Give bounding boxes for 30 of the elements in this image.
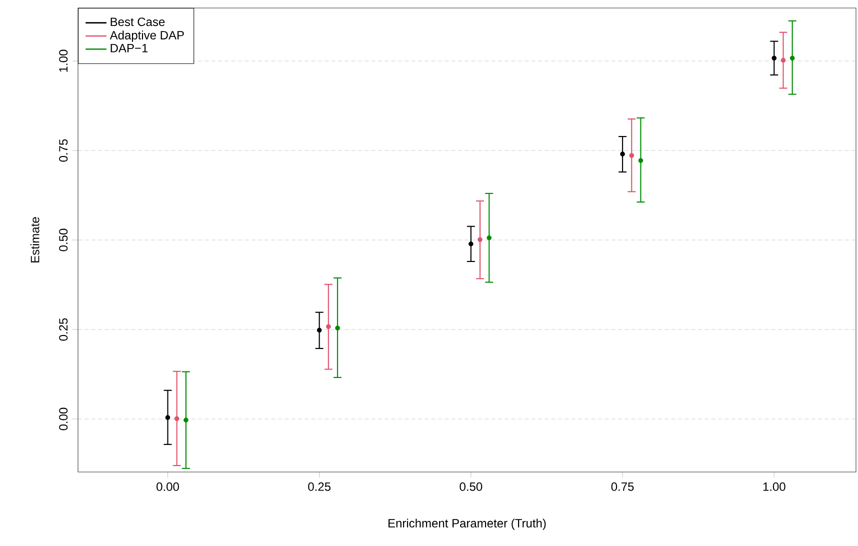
y-tick-label: 0.00	[59, 408, 68, 430]
legend-label: Adaptive DAP	[110, 30, 184, 42]
x-tick-label: 1.00	[763, 482, 786, 491]
point	[165, 415, 170, 420]
y-tick-label: 0.25	[59, 318, 68, 341]
point	[772, 56, 777, 61]
x-tick-label: 0.25	[308, 482, 331, 491]
point	[638, 158, 644, 163]
y-tick-label: 1.00	[59, 50, 68, 72]
y-tick-label: 0.75	[59, 139, 68, 162]
x-axis-title: Enrichment Parameter (Truth)	[388, 518, 546, 530]
x-tick-label: 0.75	[611, 482, 634, 491]
point	[184, 418, 188, 422]
point	[326, 324, 331, 330]
point	[620, 152, 625, 156]
point	[468, 242, 474, 246]
point	[790, 56, 795, 61]
legend-label: DAP−1	[110, 44, 148, 52]
x-tick-label: 0.50	[460, 482, 482, 491]
point	[780, 58, 786, 63]
y-axis-title: Estimate	[30, 217, 40, 262]
point	[486, 235, 492, 240]
point	[174, 416, 180, 422]
x-tick-label: 0.00	[156, 482, 179, 491]
point	[316, 328, 322, 333]
y-tick-label: 0.50	[59, 228, 68, 252]
legend-label: Best Case	[110, 18, 165, 26]
point	[478, 237, 482, 242]
point	[629, 153, 634, 158]
point	[335, 326, 340, 330]
